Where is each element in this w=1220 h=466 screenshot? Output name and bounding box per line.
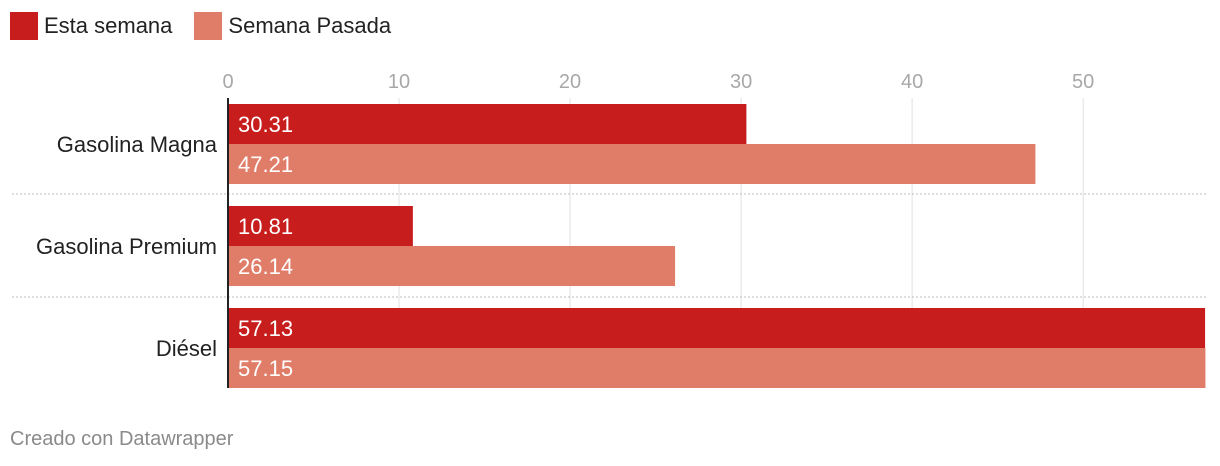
legend-swatch-semana-pasada bbox=[194, 12, 223, 40]
legend-item-semana-pasada: Semana Pasada bbox=[194, 12, 391, 40]
bar-gasolina-magna-semana-pasada bbox=[228, 144, 1036, 184]
category-label-diesel: Diésel bbox=[156, 336, 217, 361]
legend-label-semana-pasada: Semana Pasada bbox=[228, 13, 392, 38]
x-tick-label-0: 0 bbox=[222, 71, 233, 93]
bar-gasolina-premium-esta-semana bbox=[228, 206, 413, 246]
data-label-diesel-semana-pasada: 57.15 bbox=[238, 356, 293, 381]
category-label-gasolina-magna: Gasolina Magna bbox=[57, 132, 218, 157]
data-label-gasolina-premium-semana-pasada: 26.14 bbox=[238, 254, 293, 279]
x-tick-label-50: 50 bbox=[1072, 71, 1094, 93]
x-tick-label-30: 30 bbox=[730, 71, 752, 93]
bar-diesel-esta-semana bbox=[228, 308, 1206, 348]
legend-item-esta-semana: Esta semana bbox=[10, 12, 172, 40]
x-tick-label-10: 10 bbox=[388, 71, 410, 93]
bar-diesel-semana-pasada bbox=[228, 348, 1206, 388]
footer-credit: Creado con Datawrapper bbox=[10, 428, 234, 450]
data-label-gasolina-magna-esta-semana: 30.31 bbox=[238, 112, 293, 137]
legend: Esta semana Semana Pasada bbox=[10, 12, 413, 40]
x-tick-label-20: 20 bbox=[559, 71, 581, 93]
data-label-diesel-esta-semana: 57.13 bbox=[238, 316, 293, 341]
x-tick-label-40: 40 bbox=[901, 71, 923, 93]
legend-label-esta-semana: Esta semana bbox=[44, 13, 173, 38]
data-label-gasolina-premium-esta-semana: 10.81 bbox=[238, 214, 293, 239]
category-label-gasolina-premium: Gasolina Premium bbox=[36, 234, 217, 259]
bar-gasolina-magna-esta-semana bbox=[228, 104, 747, 144]
legend-swatch-esta-semana bbox=[10, 12, 38, 40]
bar-gasolina-premium-semana-pasada bbox=[228, 246, 676, 286]
data-label-gasolina-magna-semana-pasada: 47.21 bbox=[238, 152, 293, 177]
